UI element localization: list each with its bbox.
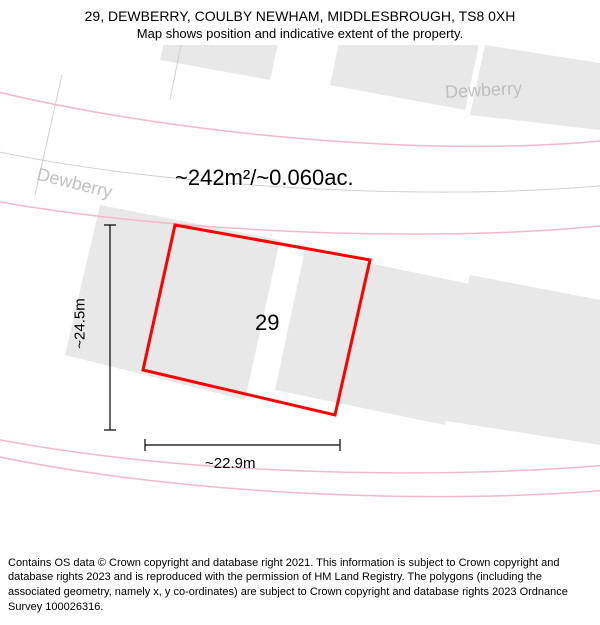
road-name-upper: Dewberry [445,78,523,103]
map-svg [0,45,600,535]
dimension-horizontal-label: ~22.9m [205,455,255,472]
dimension-vertical-label: ~24.5m [72,298,89,348]
page-subtitle: Map shows position and indicative extent… [10,26,590,41]
area-label: ~242m²/~0.060ac. [175,165,354,191]
map-canvas: ~242m²/~0.060ac. 29 Dewberry Dewberry ~2… [0,45,600,535]
house-number-label: 29 [255,310,279,336]
page-title: 29, DEWBERRY, COULBY NEWHAM, MIDDLESBROU… [10,8,590,24]
copyright-footer: Contains OS data © Crown copyright and d… [0,550,600,625]
